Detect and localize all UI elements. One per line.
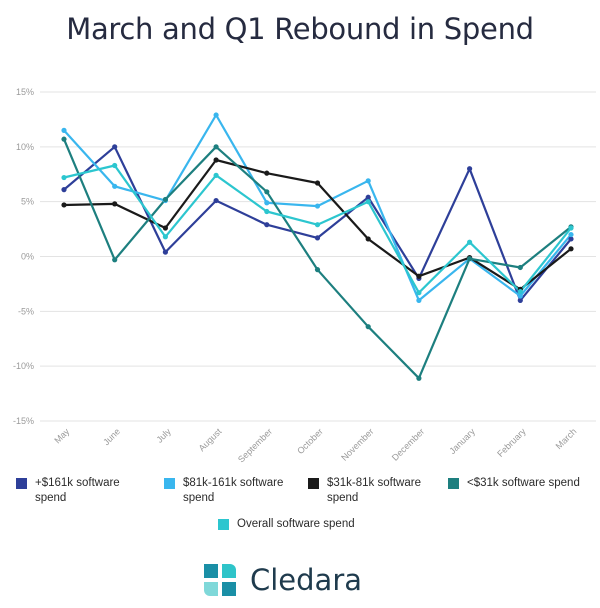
data-point: [61, 127, 67, 133]
chart-title: March and Q1 Rebound in Spend: [66, 12, 534, 46]
data-point: [467, 239, 473, 245]
data-point: [112, 183, 118, 189]
x-tick-label: June: [101, 426, 122, 447]
data-point: [264, 189, 270, 195]
data-point: [314, 222, 321, 228]
data-point: [416, 297, 422, 303]
grid-lines: [40, 91, 596, 422]
data-point: [416, 273, 422, 279]
data-point: [61, 187, 67, 193]
y-tick-label: -5%: [18, 306, 34, 316]
data-point: [213, 144, 219, 150]
x-tick-label: December: [390, 426, 426, 462]
x-tick-label: August: [197, 426, 224, 453]
y-tick-label: 15%: [16, 87, 34, 97]
data-point: [314, 180, 321, 186]
y-tick-label: 5%: [21, 197, 34, 207]
data-point: [61, 202, 67, 208]
data-point: [467, 166, 473, 172]
x-tick-label: February: [495, 426, 528, 459]
x-tick-label: March: [554, 426, 579, 451]
data-point: [213, 157, 219, 163]
data-point: [365, 178, 371, 184]
data-point: [264, 222, 270, 228]
x-tick-label: November: [339, 426, 375, 462]
x-tick-label: September: [236, 426, 274, 464]
data-point: [264, 200, 270, 206]
cledara-logo-icon: [204, 564, 236, 596]
data-point: [467, 256, 473, 262]
data-point: [416, 375, 422, 381]
data-point: [112, 201, 118, 207]
data-point: [416, 290, 422, 296]
x-tick-label: July: [154, 426, 173, 445]
data-point: [112, 162, 118, 169]
data-point: [365, 236, 371, 242]
brand-logo: Cledara: [200, 560, 362, 600]
y-tick-label: 0%: [21, 252, 34, 262]
series-line: [62, 138, 572, 380]
data-point: [264, 170, 270, 176]
data-point: [517, 288, 523, 295]
y-tick-label: -10%: [13, 361, 34, 371]
data-point: [314, 235, 321, 241]
data-point: [213, 197, 219, 204]
data-point: [61, 136, 67, 142]
data-point: [517, 297, 523, 303]
data-point: [314, 203, 321, 209]
series-lines: [62, 113, 572, 380]
data-point: [568, 231, 574, 238]
data-point: [568, 236, 574, 242]
data-point: [517, 264, 523, 271]
x-tick-label: May: [52, 426, 71, 445]
x-tick-label: January: [447, 426, 477, 456]
y-tick-label: 10%: [16, 142, 34, 152]
data-point: [365, 199, 371, 205]
data-point: [365, 194, 371, 200]
y-axis-ticks: 15% 10% 5% 0% -5% -10% -15%: [13, 87, 34, 426]
y-tick-label: -15%: [13, 416, 34, 426]
data-point: [162, 196, 168, 203]
data-point: [112, 144, 118, 150]
data-point: [264, 208, 270, 215]
x-axis-ticks: May June July August September October Novembe…: [52, 426, 578, 465]
series-points: [61, 112, 574, 381]
x-tick-label: October: [295, 426, 325, 456]
data-point: [568, 225, 574, 231]
brand-name: Cledara: [250, 563, 363, 597]
data-point: [162, 249, 168, 255]
data-point: [162, 234, 168, 240]
data-point: [314, 267, 321, 273]
data-point: [365, 324, 371, 330]
data-point: [213, 172, 219, 178]
data-point: [112, 257, 118, 263]
data-point: [61, 174, 67, 181]
data-point: [517, 293, 523, 299]
data-point: [213, 112, 219, 118]
data-point: [568, 246, 574, 252]
data-point: [162, 225, 168, 231]
